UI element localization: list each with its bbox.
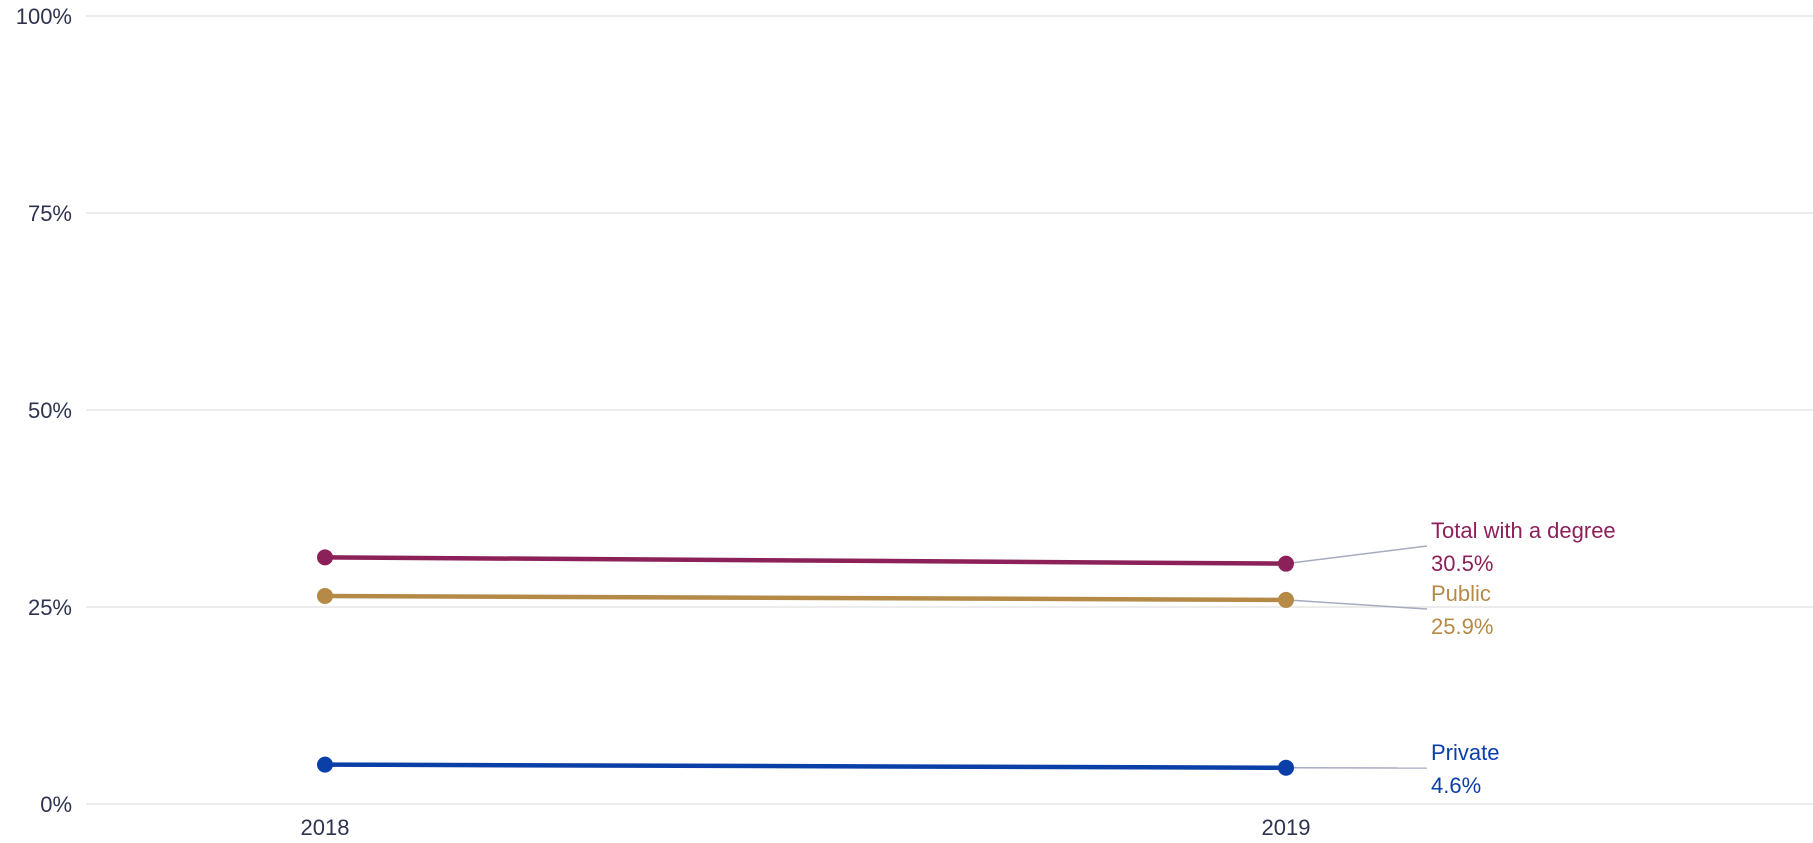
y-tick-label: 75% [28, 201, 72, 226]
label-leader-lines [1285, 545, 1428, 769]
series-line-private [322, 762, 1289, 771]
series-end-labels: Total with a degree 30.5% Public 25.9% Priva… [1431, 518, 1616, 798]
data-point-public-2019 [1278, 591, 1294, 608]
series-name-label-public: Public [1431, 581, 1491, 606]
series-name-label-total-with-a-degree: Total with a degree [1431, 518, 1616, 543]
gridlines [86, 15, 1813, 805]
series-line-public [322, 593, 1289, 603]
x-axis-tick-labels: 2018 2019 [301, 815, 1311, 840]
x-tick-label: 2018 [301, 815, 350, 840]
y-tick-label: 100% [16, 4, 72, 29]
y-axis-tick-labels: 0% 25% 50% 75% 100% [16, 4, 72, 817]
y-tick-label: 0% [40, 792, 72, 817]
series-value-label-public: 25.9% [1431, 614, 1493, 639]
series-name-label-private: Private [1431, 740, 1499, 765]
leader-line-public [1285, 599, 1428, 610]
y-tick-label: 25% [28, 595, 72, 620]
series-value-label-total-with-a-degree: 30.5% [1431, 551, 1493, 576]
data-point-private-2018 [317, 756, 333, 773]
series-lines [317, 549, 1294, 776]
data-point-private-2019 [1278, 759, 1294, 776]
y-tick-label: 50% [28, 398, 72, 423]
data-point-public-2018 [317, 587, 333, 604]
series-line-total-with-a-degree [322, 555, 1289, 566]
series-value-label-private: 4.6% [1431, 773, 1481, 798]
x-tick-label: 2019 [1262, 815, 1311, 840]
leader-line-total-with-a-degree [1285, 545, 1428, 565]
data-point-total-with-a-degree-2018 [317, 549, 333, 566]
data-point-total-with-a-degree-2019 [1278, 555, 1294, 572]
